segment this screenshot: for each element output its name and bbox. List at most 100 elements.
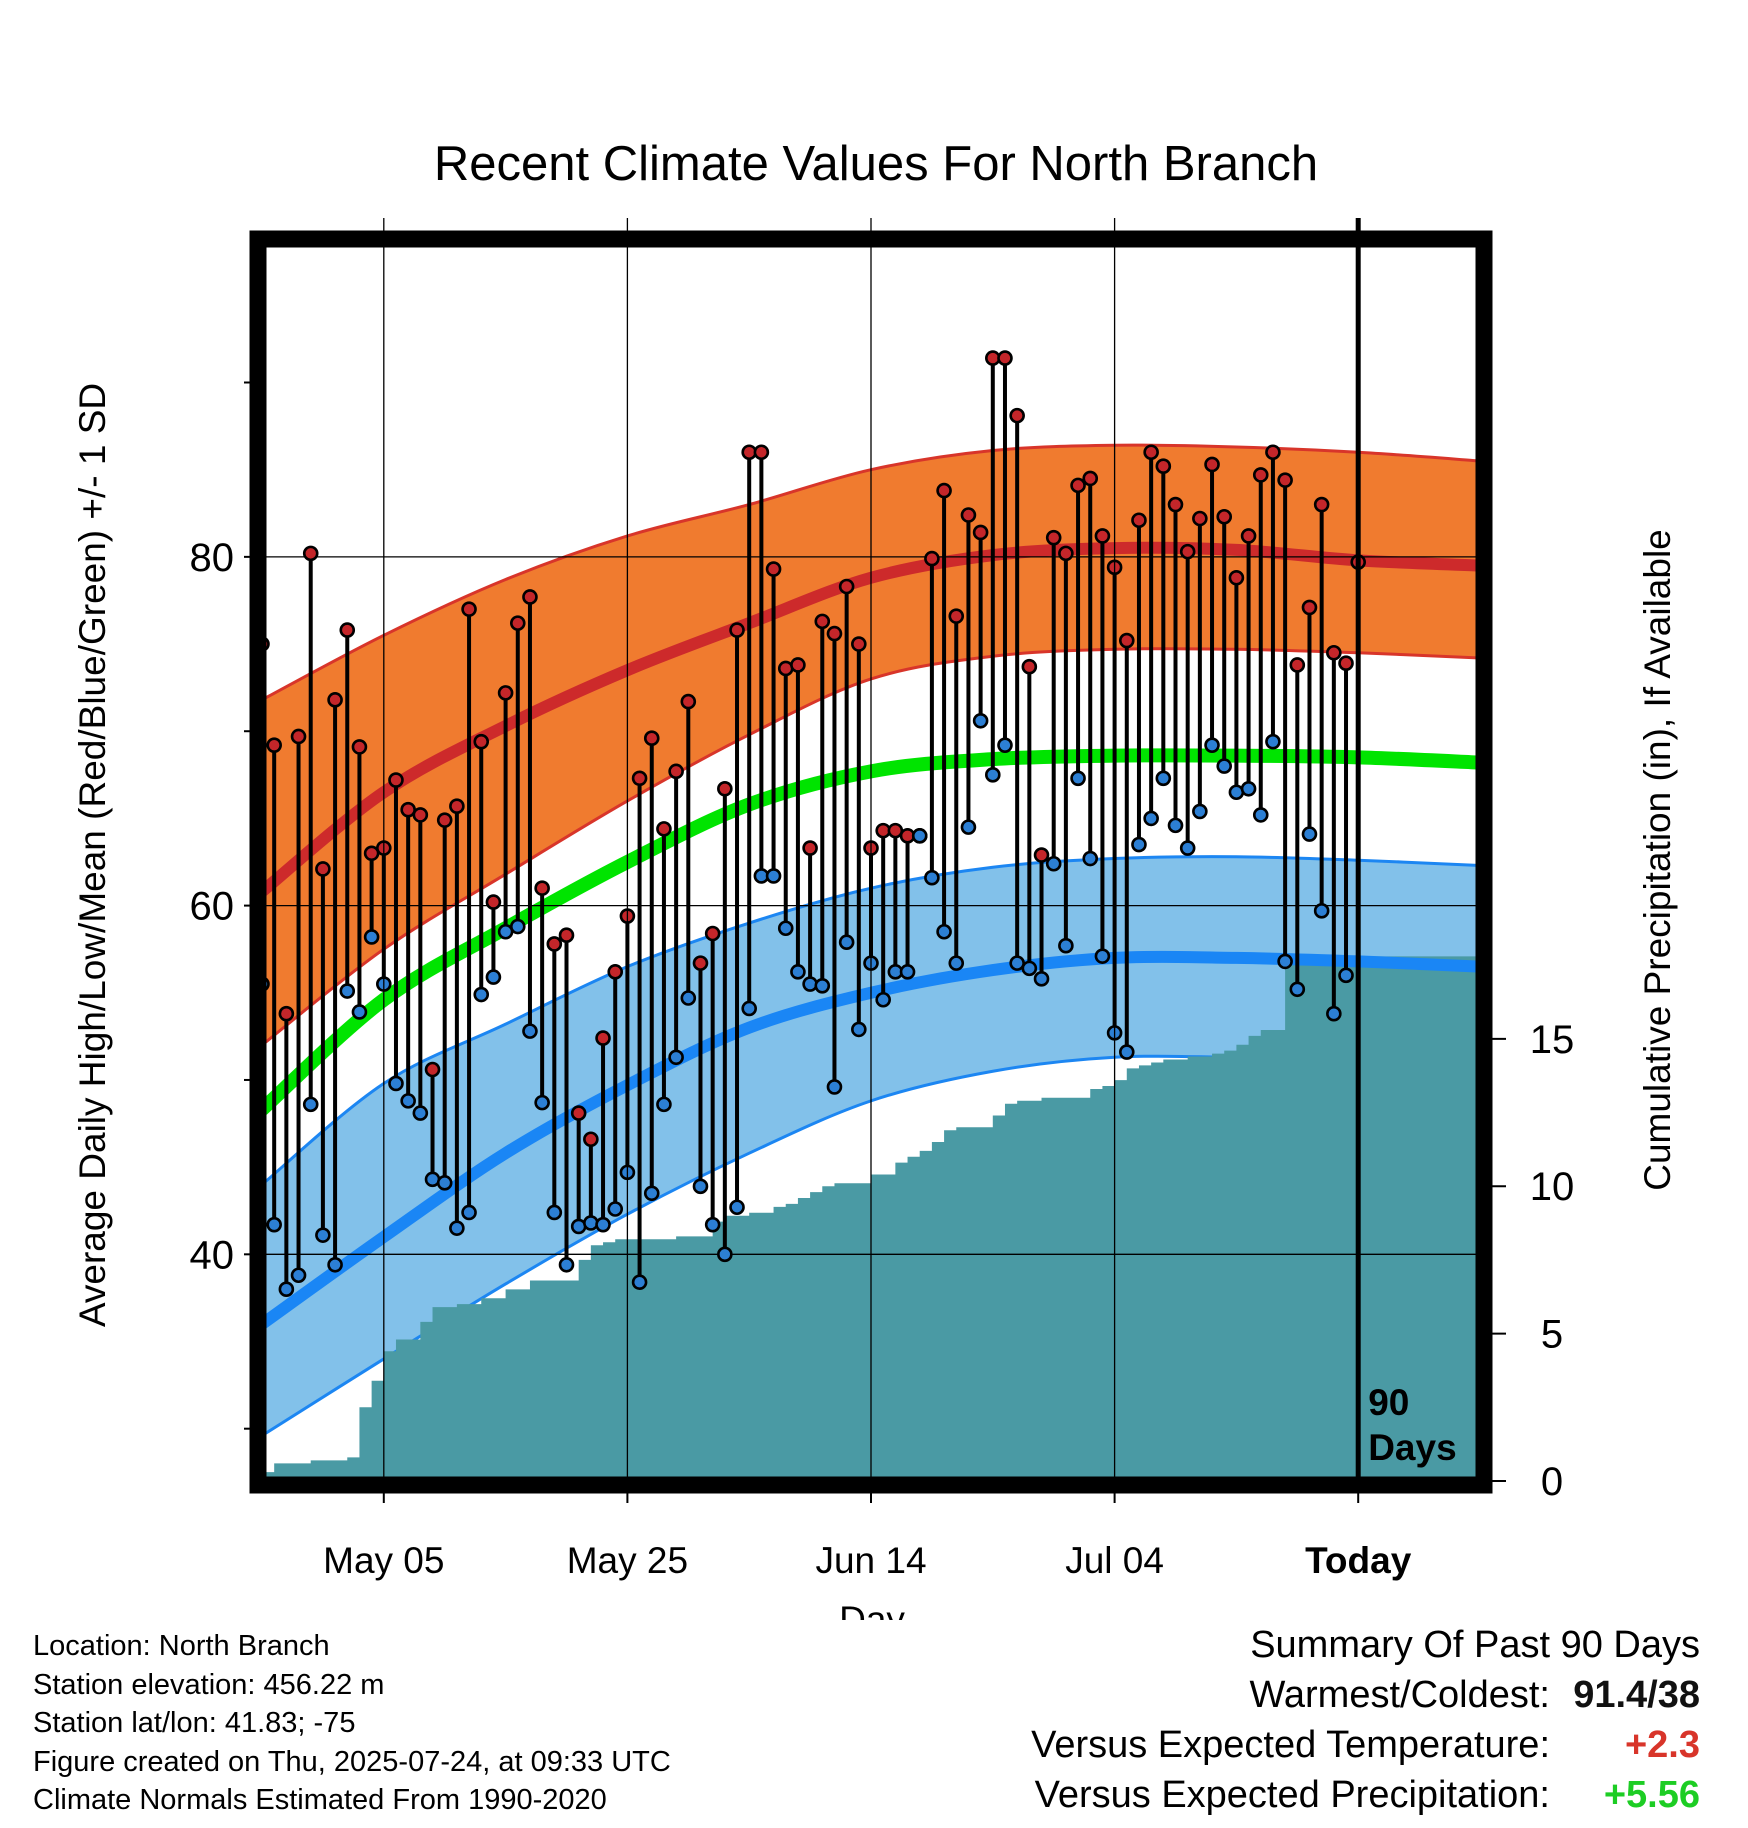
daily-high-point [1216, 508, 1233, 525]
daily-low-point [875, 991, 891, 1008]
daily-high-point [656, 821, 672, 837]
daily-high-point [497, 685, 514, 701]
normals-text: Climate Normals Estimated From 1990-2020 [33, 1784, 607, 1816]
daily-high-point [424, 1061, 441, 1078]
y2-tick-label: 15 [1530, 1018, 1575, 1062]
daily-low-point [400, 1093, 416, 1109]
daily-low-point [412, 1105, 429, 1121]
daily-low-point [583, 1215, 599, 1231]
daily-low-point [473, 986, 490, 1003]
daily-low-point [388, 1075, 404, 1092]
daily-high-point [1204, 456, 1220, 473]
daily-high-point [997, 350, 1013, 366]
daily-high-point [692, 955, 709, 971]
daily-high-point [838, 578, 855, 595]
daily-high-point [765, 561, 782, 577]
summary-panel: Summary Of Past 90 Days Warmest/Coldest:… [1031, 1620, 1700, 1820]
warmest-coldest-value: 91.4/38 [1573, 1674, 1700, 1716]
daily-low-point [680, 990, 697, 1006]
daily-low-point [436, 1175, 453, 1191]
location-text: Location: North Branch [33, 1630, 330, 1662]
daily-high-point [1094, 528, 1111, 544]
daily-high-point [753, 444, 770, 461]
daily-high-point [436, 812, 453, 828]
daily-high-point [388, 772, 404, 788]
daily-high-point [1082, 470, 1099, 487]
y-tick-label: 80 [190, 536, 235, 580]
y2-axis-label: Cumulative Precipitation (in), If Availa… [1637, 529, 1678, 1191]
daily-high-point [1192, 510, 1208, 527]
climate-chart: Recent Climate Values For North Branch 4… [72, 137, 1678, 1620]
warmest-coldest-label: Warmest/Coldest: [1249, 1674, 1550, 1716]
daily-high-point [583, 1131, 599, 1148]
daily-high-point [546, 936, 563, 952]
daily-low-point [826, 1079, 843, 1095]
daily-low-point [449, 1220, 465, 1236]
daily-low-point [327, 1256, 343, 1273]
daily-high-point [558, 927, 575, 944]
daily-low-point [278, 1281, 295, 1297]
precip-departure-label: Versus Expected Precipitation: [1034, 1774, 1550, 1816]
daily-low-point [814, 977, 831, 994]
y-axis-label: Average Daily High/Low/Mean (Red/Blue/Gr… [72, 383, 113, 1327]
daily-high-point [1058, 545, 1074, 562]
daily-low-point [534, 1094, 550, 1111]
daily-low-point [960, 819, 977, 835]
daily-low-point [1204, 737, 1220, 753]
daily-low-point [851, 1021, 867, 1038]
x-tick-label: May 25 [567, 1540, 688, 1581]
x-tick-label: Jul 04 [1065, 1540, 1164, 1581]
daily-high-point [631, 770, 648, 787]
y2-tick-label: 10 [1530, 1165, 1575, 1209]
daily-low-point [972, 712, 989, 729]
daily-high-point [473, 733, 490, 750]
summary-heading: Summary Of Past 90 Days [1250, 1624, 1700, 1666]
daily-high-point [1338, 655, 1354, 672]
daily-low-point [1033, 971, 1050, 987]
latlon-text: Station lat/lon: 41.83; -75 [33, 1707, 356, 1739]
daily-low-point [509, 918, 526, 935]
daily-high-point [936, 482, 952, 499]
temp-departure-row: Versus Expected Temperature: +2.3 [1031, 1720, 1700, 1770]
daily-low-point [741, 1000, 758, 1017]
station-info: Location: North Branch Station elevation… [33, 1627, 671, 1820]
daily-high-point [327, 692, 343, 708]
today-marker-label: 90 [1368, 1382, 1409, 1423]
daily-high-point [315, 861, 331, 877]
daily-high-point [1167, 496, 1184, 513]
daily-high-point [449, 798, 465, 815]
daily-high-point [948, 608, 965, 624]
daily-high-point [290, 728, 307, 745]
daily-low-point [1058, 937, 1074, 954]
daily-low-point [290, 1267, 307, 1284]
daily-low-point [911, 828, 928, 844]
daily-high-point [1289, 657, 1306, 673]
daily-low-point [1289, 981, 1306, 998]
precip-departure-row: Versus Expected Precipitation: +5.56 [1031, 1770, 1700, 1820]
daily-high-point [1265, 444, 1281, 461]
daily-low-point [485, 969, 502, 985]
daily-high-point [1277, 472, 1293, 488]
x-axis-label: Day [839, 1599, 905, 1620]
daily-high-point [972, 524, 989, 541]
x-tick-label: Jun 14 [815, 1540, 926, 1581]
daily-high-point [717, 780, 733, 797]
daily-low-point [1216, 758, 1233, 774]
daily-high-point [339, 622, 356, 638]
daily-low-point [1301, 826, 1318, 842]
daily-high-point [851, 636, 867, 652]
daily-high-point [814, 613, 831, 630]
daily-low-point [1094, 948, 1111, 964]
temp-departure-value: +2.3 [1624, 1724, 1700, 1766]
daily-low-point [302, 1096, 319, 1113]
daily-low-point [1277, 953, 1293, 970]
daily-low-point [692, 1178, 709, 1195]
daily-high-point [704, 925, 721, 942]
plot-area [262, 243, 1480, 1481]
daily-high-point [790, 657, 806, 673]
daily-low-point [656, 1096, 672, 1113]
y-tick-label: 60 [190, 885, 235, 929]
daily-low-point [948, 955, 965, 971]
daily-low-point [1265, 733, 1281, 750]
daily-low-point [729, 1199, 745, 1216]
